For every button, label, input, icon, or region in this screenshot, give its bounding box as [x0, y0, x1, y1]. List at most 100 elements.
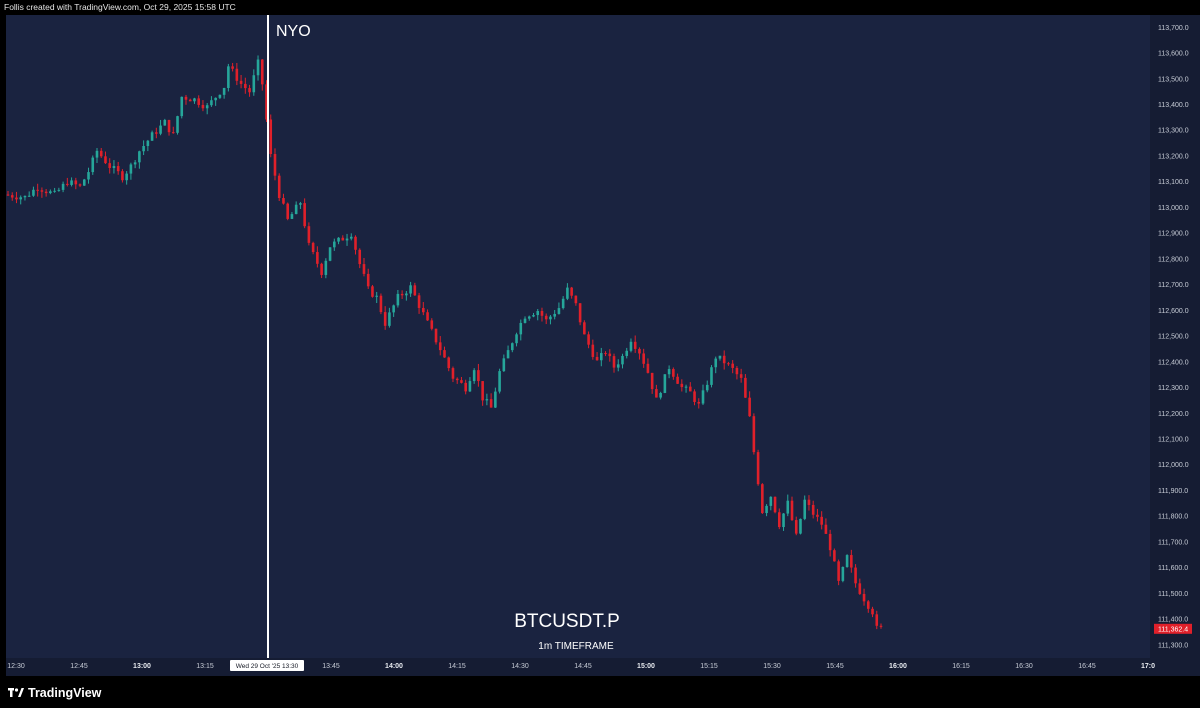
- candle: [66, 177, 69, 187]
- candle-body: [108, 163, 112, 169]
- timeframe-label: 1m TIMEFRAME: [538, 641, 614, 652]
- candle-body: [53, 190, 56, 192]
- candle-body: [858, 583, 862, 594]
- candle-body: [455, 378, 459, 381]
- candle-body: [799, 518, 802, 534]
- x-tick-label: 15:45: [826, 663, 844, 670]
- candle-body: [718, 355, 722, 359]
- candle: [328, 247, 332, 262]
- candle: [19, 195, 23, 205]
- candle-body: [837, 561, 840, 581]
- candle: [155, 127, 158, 139]
- candle: [10, 192, 14, 201]
- candle-body: [299, 203, 302, 205]
- candle-body: [672, 369, 675, 377]
- footer-bar: TradingView: [0, 676, 1200, 708]
- candle-body: [78, 184, 82, 186]
- candle-body: [642, 353, 645, 364]
- candle-body: [794, 520, 798, 534]
- candle-body: [66, 183, 69, 185]
- candle: [294, 201, 298, 215]
- candle-body: [430, 320, 434, 329]
- candle: [400, 290, 404, 299]
- candle: [845, 554, 849, 568]
- candle: [188, 98, 192, 102]
- tradingview-logo[interactable]: TradingView: [8, 685, 101, 701]
- candle: [409, 281, 412, 297]
- candle: [320, 262, 323, 279]
- candle-body: [82, 179, 86, 186]
- candle-body: [871, 608, 874, 615]
- candle: [506, 345, 510, 359]
- candle: [532, 312, 535, 318]
- candle-body: [608, 353, 612, 357]
- candle: [879, 623, 883, 629]
- candle-body: [549, 316, 552, 320]
- candle: [866, 600, 870, 613]
- candle-body: [583, 322, 586, 335]
- candle-body: [248, 88, 251, 93]
- candle-body: [260, 59, 264, 85]
- candle-body: [337, 237, 340, 242]
- candle-body: [155, 132, 158, 134]
- candle: [133, 160, 137, 169]
- candle: [472, 368, 476, 384]
- x-tick-label: 13:00: [133, 663, 151, 670]
- y-tick-label: 113,600.0: [1158, 51, 1189, 58]
- candle-body: [36, 189, 39, 191]
- candle: [502, 354, 506, 373]
- candle: [655, 384, 658, 398]
- candle: [290, 212, 294, 220]
- candle: [752, 413, 756, 455]
- candle-body: [133, 162, 137, 165]
- candle-body: [358, 249, 362, 265]
- candle-body: [553, 313, 556, 317]
- candle-body: [769, 496, 773, 506]
- candle: [27, 191, 31, 197]
- candle: [434, 328, 438, 345]
- candle: [57, 187, 61, 192]
- candle: [205, 103, 209, 115]
- candle-body: [324, 260, 328, 275]
- candle-body: [44, 191, 48, 194]
- y-tick-label: 112,600.0: [1158, 308, 1189, 315]
- candle-body: [468, 381, 472, 392]
- candle-body: [231, 66, 234, 69]
- candle: [824, 518, 828, 534]
- candle-body: [70, 180, 73, 185]
- candle: [608, 349, 612, 362]
- candle: [269, 114, 273, 158]
- candle: [193, 97, 196, 104]
- y-tick-label: 113,300.0: [1158, 128, 1189, 135]
- price-axis[interactable]: [1150, 15, 1200, 676]
- candle: [277, 173, 281, 202]
- crosshair-time-label: Wed 29 Oct '25 13:30: [236, 663, 299, 670]
- candle: [383, 306, 387, 330]
- candle: [99, 148, 103, 159]
- plot-area[interactable]: [6, 15, 1150, 658]
- candlestick-chart[interactable]: 113,700.0 113,600.0 113,500.0 113,400.0 113,…: [0, 15, 1200, 676]
- candle: [549, 314, 552, 325]
- candle: [163, 118, 167, 126]
- candle-body: [676, 376, 679, 384]
- candle-body: [311, 242, 315, 253]
- candle-body: [375, 295, 378, 297]
- candle: [184, 94, 188, 105]
- candle-body: [828, 533, 832, 551]
- candle: [108, 158, 112, 174]
- candle: [171, 126, 175, 134]
- candle: [828, 529, 832, 557]
- candle-body: [756, 452, 760, 485]
- candle-body: [269, 119, 273, 155]
- candle-body: [345, 238, 349, 241]
- candle-body: [40, 190, 44, 192]
- candle-body: [129, 164, 133, 174]
- candle-body: [485, 399, 489, 401]
- candle-body: [443, 350, 446, 358]
- candle-body: [239, 80, 243, 84]
- candle-body: [405, 293, 408, 296]
- candle-body: [116, 166, 120, 172]
- candle: [557, 302, 561, 315]
- candle-body: [570, 287, 573, 296]
- candle: [248, 84, 251, 97]
